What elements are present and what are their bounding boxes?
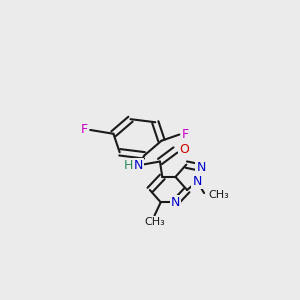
Text: N: N xyxy=(196,161,206,174)
Text: F: F xyxy=(81,123,88,136)
Text: F: F xyxy=(182,128,189,141)
Text: O: O xyxy=(179,143,189,157)
Text: CH₃: CH₃ xyxy=(209,190,230,200)
Text: N: N xyxy=(134,159,143,172)
Text: N: N xyxy=(193,175,202,188)
Text: H: H xyxy=(124,159,133,172)
Text: CH₃: CH₃ xyxy=(144,217,165,226)
Text: N: N xyxy=(171,196,180,209)
